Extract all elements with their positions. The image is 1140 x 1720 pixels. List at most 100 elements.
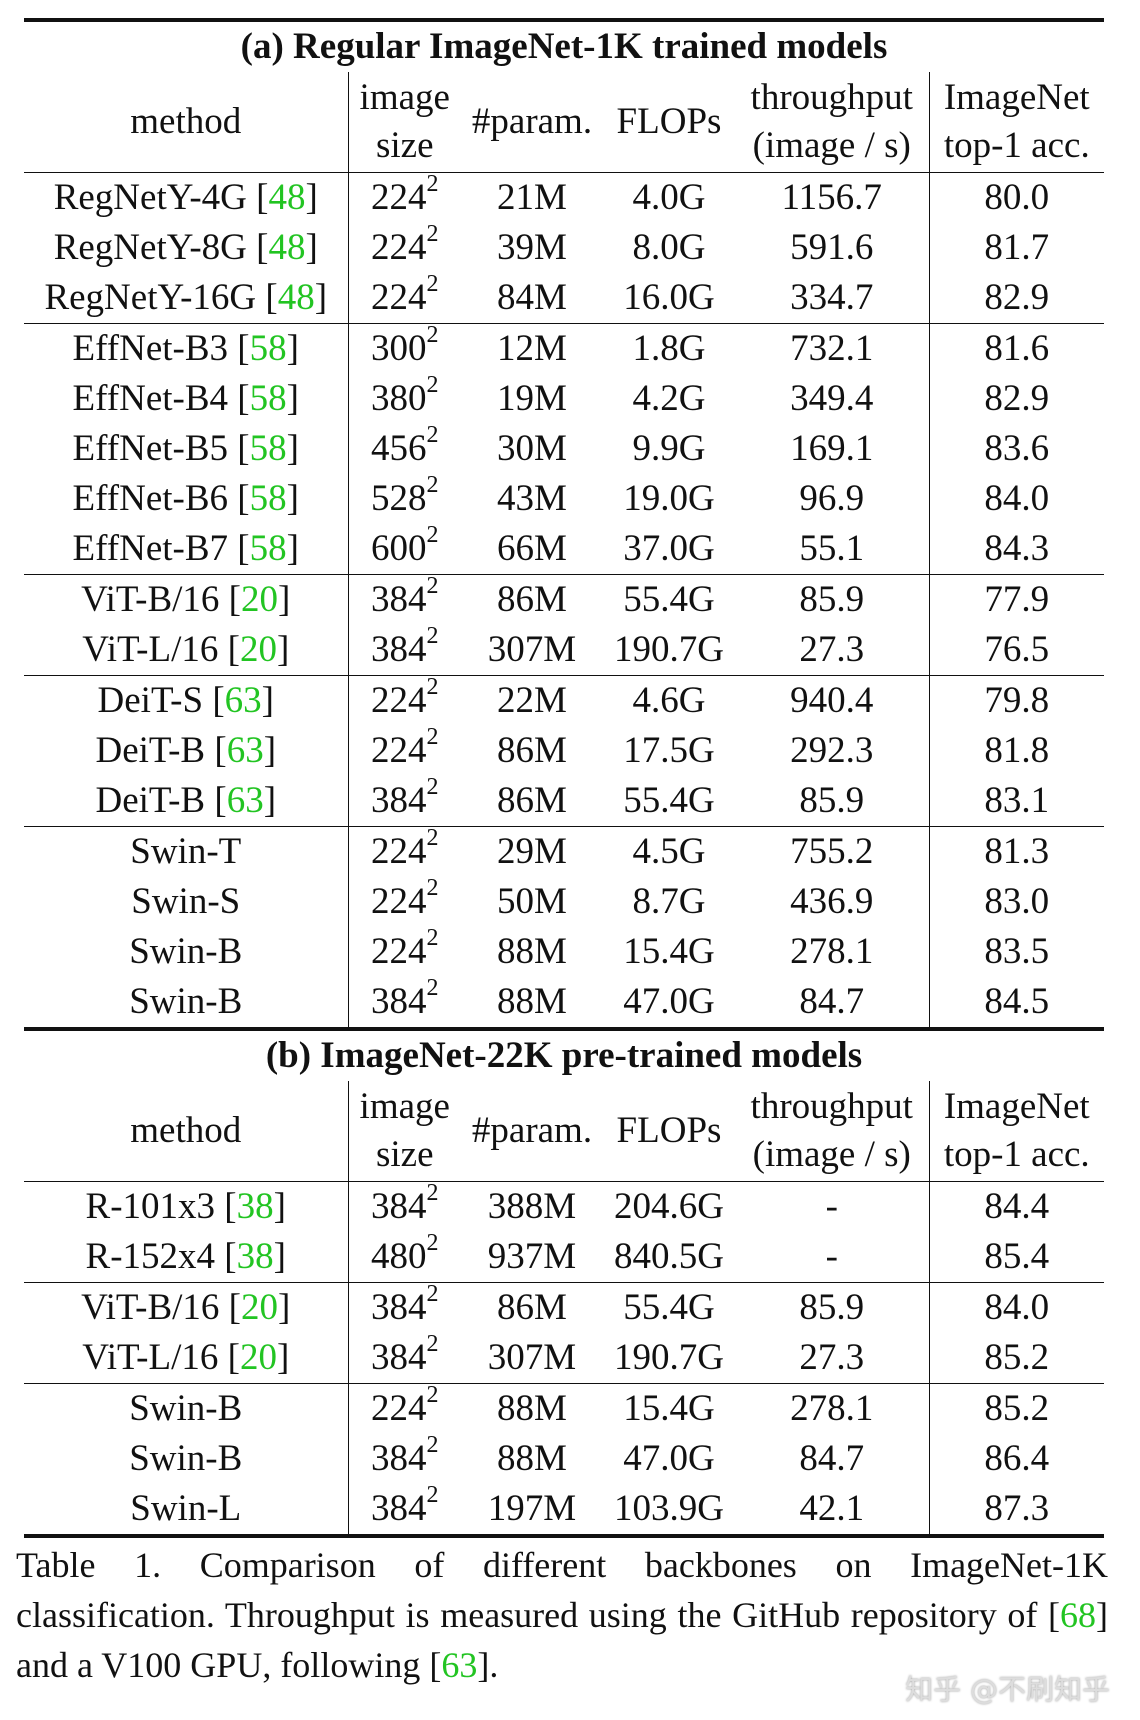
data-row: EffNet-B7 [58] 6002 66M 37.0G 55.1 84.3 [24,522,1104,575]
citation: [ [214,780,227,821]
cell: 81.7 [929,223,1104,273]
size-exponent: 2 [426,825,439,851]
cell: DeiT-S [63] [24,675,349,726]
citation: [ [224,1236,237,1277]
method-name: DeiT-S [97,680,204,721]
caption-part: [ [429,1645,442,1685]
throughput-value: 84.7 [799,981,865,1022]
citation: 48 [268,227,306,268]
caption: Table 1. Comparison of different backbon… [16,1540,1108,1690]
header-text: method [130,1110,242,1151]
data-row: ViT-B/16 [20] 3842 86M 55.4G 85.9 77.9 [24,574,1105,625]
cell: 84.0 [929,1282,1105,1333]
cell: EffNet-B5 [58] [24,424,349,474]
method-name: EffNet-B3 [72,328,229,369]
method-name: ViT-L/16 [82,629,219,670]
cell: 292.3 [735,726,930,776]
citation: [ [224,1186,237,1227]
params-value: 86M [497,780,567,821]
acc-value: 82.9 [984,277,1050,318]
image-size: 600 [371,528,427,569]
cell: 2242 [348,825,461,877]
acc-value: 80.0 [984,177,1050,218]
header-cell: ImageNet top-1 acc. [929,1081,1105,1182]
cell: 86M [461,1282,603,1333]
header-cell: throughput (image / s) [735,72,930,173]
cell: 3842 [348,976,461,1027]
caption-part: 63 [441,1645,478,1685]
citation: ] [286,528,299,569]
flops-value: 8.7G [632,881,706,922]
acc-value: 87.3 [984,1488,1050,1529]
method-name: Swin-B [129,1438,243,1479]
cell: 2242 [348,172,461,224]
data-row: RegNetY-4G [48] 2242 21M 4.0G 1156.7 80.0 [24,172,1104,224]
cell: 4802 [348,1230,461,1283]
cell: Swin-L [24,1484,349,1536]
size-exponent: 2 [426,1230,439,1256]
cell: 169.1 [735,424,930,474]
cell: 19.0G [603,474,735,524]
cell: 82.9 [929,374,1104,424]
citation: ] [305,177,318,218]
cell: ViT-L/16 [20] [24,1333,349,1384]
citation: 48 [268,177,306,218]
cell: 15.4G [603,1383,735,1434]
data-row: Swin-T 2242 29M 4.5G 755.2 81.3 [24,825,1105,877]
cell: 55.4G [603,574,735,625]
citation: [ [214,730,227,771]
citation: ] [314,277,328,318]
header-cell: method [24,1081,349,1182]
throughput-value: 278.1 [790,931,874,972]
method-name: Swin-B [129,1388,243,1429]
throughput-value: 84.7 [799,1438,865,1479]
cell: 27.3 [735,625,930,676]
params-value: 22M [497,680,567,721]
cell: 47.0G [603,977,735,1027]
data-row: DeiT-B [63] 2242 86M 17.5G 292.3 81.8 [24,725,1104,776]
cell: 12M [461,323,603,374]
method-name: R-152x4 [85,1236,216,1277]
data-row: EffNet-B3 [58] 3002 12M 1.8G 732.1 81.6 [24,323,1105,374]
cell: 278.1 [735,1383,930,1434]
image-size: 384 [371,1186,427,1227]
cell: 3842 [348,1483,461,1536]
header-line: size [375,125,434,166]
cell: 84.4 [929,1182,1104,1233]
method-name: RegNetY-16G [44,277,257,318]
header-line: throughput [750,1086,913,1127]
flops-value: 55.4G [623,780,715,821]
method-name: RegNetY-8G [53,227,247,268]
cell: 22M [461,675,603,726]
caption-part: ]. [477,1645,499,1685]
cell: RegNetY-8G [48] [24,223,349,273]
citation: 58 [249,478,287,519]
cell: 47.0G [603,1434,735,1484]
cell: 103.9G [603,1484,735,1536]
citation: 20 [239,1337,277,1378]
cell: 86M [461,776,603,827]
cell: 937M [461,1232,603,1283]
citation: ] [278,1287,291,1328]
acc-value: 84.0 [984,478,1050,519]
flops-value: 840.5G [614,1236,724,1277]
citation: 20 [241,1287,278,1328]
citation: ] [286,378,299,419]
cell: 55.4G [603,776,735,827]
method-name: ViT-L/16 [82,1337,219,1378]
section-title-row: (b) ImageNet-22K pre-trained models [24,1029,1104,1081]
data-row: ViT-L/16 [20] 3842 307M 190.7G 27.3 76.5 [24,624,1104,676]
throughput-value: 755.2 [790,831,874,872]
size-exponent: 2 [426,522,439,548]
citation: [ [227,629,240,670]
cell: 388M [461,1182,603,1233]
method-name: ViT-B/16 [81,1287,220,1328]
flops-value: 17.5G [623,730,715,771]
header-text: method [130,101,242,142]
cell: 3802 [348,373,461,424]
cell: 85.2 [929,1333,1104,1384]
image-size: 224 [371,227,427,268]
data-row: ViT-B/16 [20] 3842 86M 55.4G 85.9 84.0 [24,1282,1105,1333]
citation: 58 [249,528,287,569]
method-name: Swin-B [129,931,243,972]
